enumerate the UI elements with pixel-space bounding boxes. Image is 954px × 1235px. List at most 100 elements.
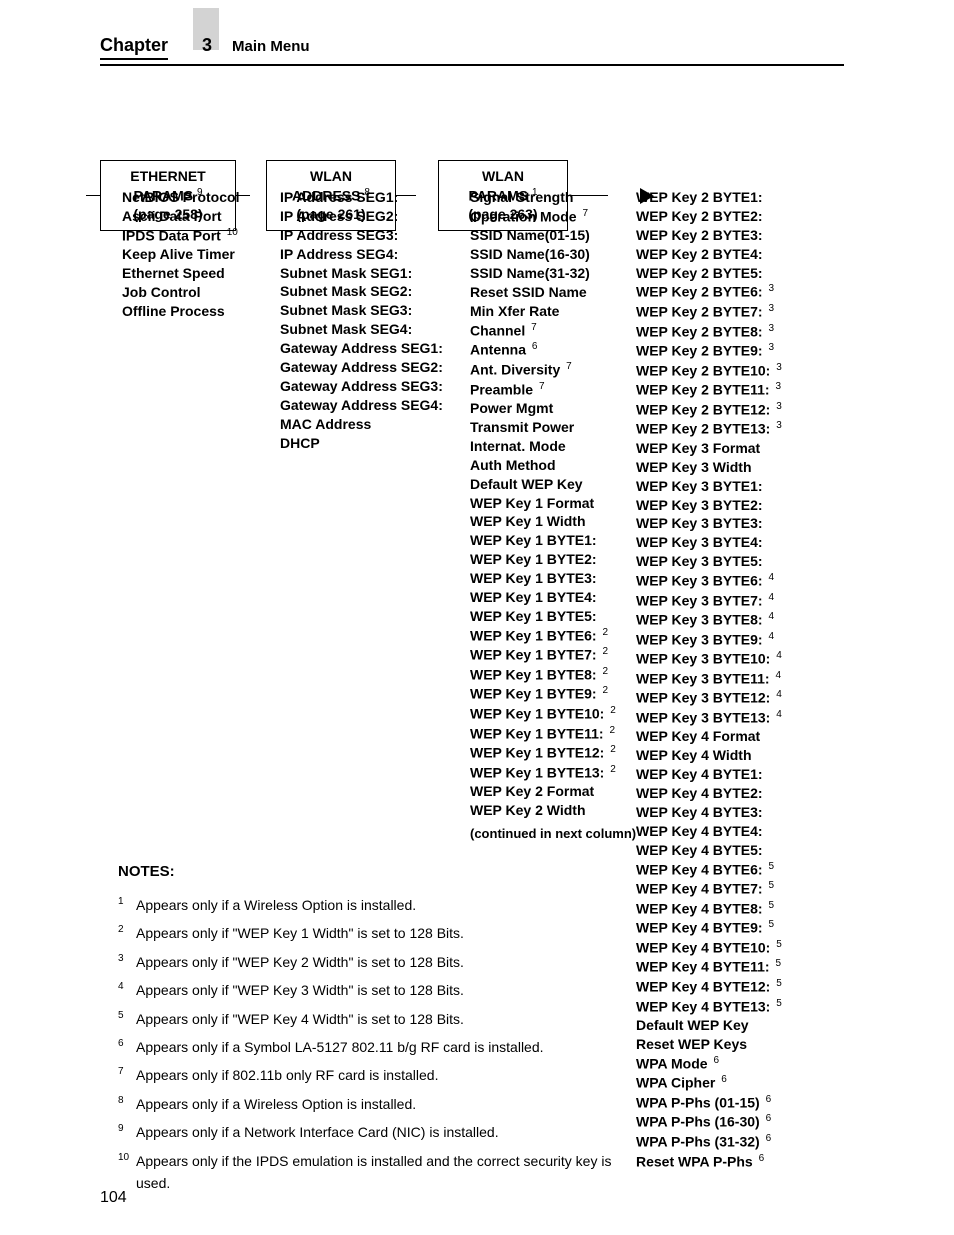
menu-item-label: Ascii Data Port [122,208,222,224]
menu-item-label: Default WEP Key [470,476,583,492]
menu-item: IP Address SEG3: [280,226,455,245]
footnote-ref: 5 [768,919,774,930]
footnote-number: 1 [118,894,124,910]
menu-item-label: WEP Key 2 Width [470,802,586,818]
section-title: Main Menu [232,38,310,55]
menu-item-label: Subnet Mask SEG1: [280,265,412,281]
note-text: Appears only if 802.11b only RF card is … [136,1064,438,1086]
menu-column-wlan-address: IP Address SEG1:IP Address SEG2:IP Addre… [280,160,455,452]
chapter-number: 3 [202,35,212,56]
menu-item-label: Keep Alive Timer [122,246,235,262]
footnote-ref: 7 [539,381,545,392]
footnote-ref: 2 [610,764,616,775]
menu-item: WEP Key 4 Width [636,746,836,765]
menu-item-label: Gateway Address SEG3: [280,378,443,394]
menu-item-label: WEP Key 1 BYTE11: [470,725,604,741]
menu-item-label: WEP Key 1 Format [470,495,594,511]
menu-item: Channel 7 [470,321,640,341]
menu-item: WEP Key 1 BYTE9: 2 [470,684,640,704]
menu-item: WEP Key 2 BYTE8: 3 [636,322,836,342]
footnote-ref: 4 [768,592,774,603]
menu-item: WEP Key 3 BYTE5: [636,552,836,571]
note-text: Appears only if "WEP Key 3 Width" is set… [136,979,464,1001]
continued-label: (continued in next column) [470,826,640,841]
menu-item: IP Address SEG1: [280,188,455,207]
menu-item: WEP Key 2 BYTE9: 3 [636,341,836,361]
menu-item: WEP Key 3 BYTE7: 4 [636,591,836,611]
menu-item: DHCP [280,434,455,453]
menu-item-label: WEP Key 1 BYTE13: [470,764,604,780]
menu-item-label: WEP Key 4 BYTE12: [636,979,770,995]
menu-item: WEP Key 1 BYTE2: [470,550,640,569]
menu-item-label: IP Address SEG4: [280,246,398,262]
footnote-ref: 3 [768,303,774,314]
menu-item: WEP Key 2 BYTE7: 3 [636,302,836,322]
menu-item-label: WEP Key 3 Format [636,440,760,456]
menu-item: Default WEP Key [470,475,640,494]
menu-item: Signal Strength [470,188,640,207]
menu-item-label: WEP Key 3 BYTE8: [636,612,763,628]
menu-item-label: WEP Key 2 BYTE6: [636,284,763,300]
footnote-ref: 4 [768,572,774,583]
menu-item-label: WEP Key 2 BYTE5: [636,265,763,281]
menu-item-label: WEP Key 3 BYTE13: [636,710,770,726]
menu-item: WEP Key 3 BYTE12: 4 [636,688,836,708]
menu-item: WPA P-Phs (01-15) 6 [636,1093,836,1113]
footnote-ref: 3 [768,283,774,294]
menu-item-label: WEP Key 1 BYTE9: [470,686,597,702]
menu-item: WEP Key 2 BYTE4: [636,245,836,264]
menu-item-label: WEP Key 1 BYTE4: [470,589,597,605]
menu-item: Power Mgmt [470,399,640,418]
menu-item: WEP Key 2 Width [470,801,640,820]
menu-item-label: Offline Process [122,303,225,319]
footnote-ref: 3 [768,323,774,334]
menu-item: Offline Process [122,302,282,321]
menu-item-label: DHCP [280,435,320,451]
menu-item: Ascii Data Port [122,207,282,226]
menu-item-label: WEP Key 4 BYTE7: [636,881,763,897]
menu-item-label: WEP Key 4 BYTE1: [636,766,763,782]
menu-item-label: WEP Key 2 Format [470,783,594,799]
footnote-ref: 4 [775,670,781,681]
menu-item-label: WEP Key 2 BYTE2: [636,208,763,224]
menu-item: WEP Key 4 BYTE9: 5 [636,918,836,938]
menu-item: WEP Key 2 Format [470,782,640,801]
footnote-ref: 4 [776,709,782,720]
menu-item-label: WEP Key 4 BYTE13: [636,998,770,1014]
menu-item: Subnet Mask SEG1: [280,264,455,283]
menu-item-label: WEP Key 4 BYTE11: [636,959,770,975]
footnote-ref: 4 [776,689,782,700]
menu-item: Reset WPA P-Phs 6 [636,1152,836,1172]
menu-item: Min Xfer Rate [470,302,640,321]
menu-column-wlan-params-b: WEP Key 2 BYTE1:WEP Key 2 BYTE2: WEP Key … [636,160,836,1171]
menu-item-label: Job Control [122,284,201,300]
menu-item-label: WEP Key 3 BYTE12: [636,690,770,706]
page-number: 104 [100,1189,127,1207]
menu-item: MAC Address [280,415,455,434]
menu-column-wlan-params-a: Signal StrengthOperation Mode 7SSID Name… [470,160,640,841]
menu-item-label: WEP Key 1 BYTE1: [470,532,597,548]
menu-item-label: Antenna [470,342,526,358]
note-item: 9 Appears only if a Network Interface Ca… [118,1121,628,1143]
menu-item: WEP Key 1 BYTE10: 2 [470,704,640,724]
menu-item-label: Gateway Address SEG1: [280,340,443,356]
menu-item: NetBIOS Protocol [122,188,282,207]
menu-item-label: WEP Key 3 BYTE3: [636,515,763,531]
menu-item-label: WEP Key 3 BYTE4: [636,534,763,550]
menu-item-label: MAC Address [280,416,371,432]
menu-item: WEP Key 1 Format [470,494,640,513]
menu-item: WEP Key 2 BYTE1: [636,188,836,207]
note-text: Appears only if "WEP Key 1 Width" is set… [136,922,464,944]
footnote-ref: 2 [602,627,608,638]
menu-item: WEP Key 3 BYTE10: 4 [636,649,836,669]
menu-item: WEP Key 3 BYTE13: 4 [636,708,836,728]
menu-item: WEP Key 2 BYTE3: [636,226,836,245]
menu-item: WEP Key 2 BYTE12: 3 [636,400,836,420]
menu-item-label: WEP Key 2 BYTE13: [636,421,770,437]
note-text: Appears only if the IPDS emulation is in… [136,1150,628,1195]
menu-item-label: Subnet Mask SEG3: [280,302,412,318]
footnote-ref: 5 [775,958,781,969]
menu-item: WPA Cipher 6 [636,1073,836,1093]
menu-item: WPA P-Phs (16-30) 6 [636,1112,836,1132]
menu-item-label: WEP Key 1 BYTE10: [470,706,604,722]
